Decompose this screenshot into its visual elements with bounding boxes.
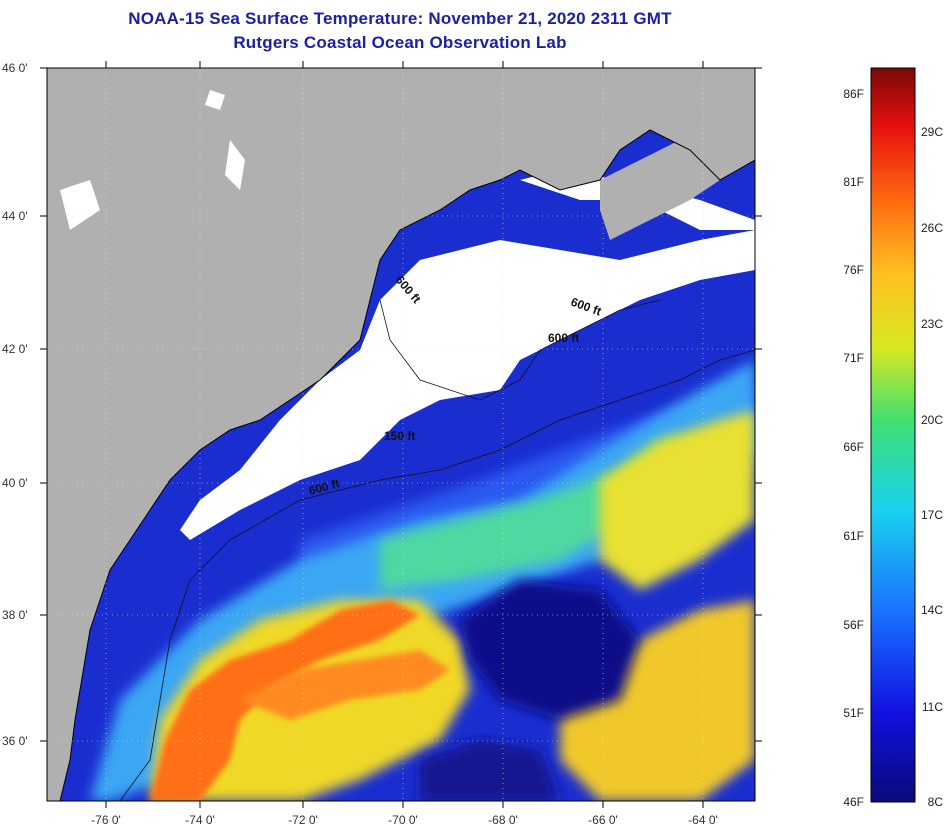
colorbar-c-label: 20C xyxy=(921,413,943,427)
contour-label: 600 ft xyxy=(548,331,579,345)
lon-label: -66 0' xyxy=(588,813,618,827)
colorbar-c-label: 23C xyxy=(921,317,943,331)
colorbar-c-label: 29C xyxy=(921,125,943,139)
map-frame xyxy=(46,67,756,802)
nova-scotia xyxy=(600,110,755,240)
land-snow-3 xyxy=(225,140,245,190)
isobath-150ft xyxy=(379,299,661,401)
lat-label: 40 0' xyxy=(2,476,28,490)
lat-label: 44 0' xyxy=(2,209,28,223)
land-snow-2 xyxy=(205,90,225,110)
lon-label: -64 0' xyxy=(688,813,718,827)
colorbar-f-label: 66F xyxy=(843,440,864,454)
colorbar-f-label: 61F xyxy=(843,529,864,543)
cold-ring-dark xyxy=(460,580,640,720)
lon-label: -72 0' xyxy=(288,813,318,827)
coastline xyxy=(59,129,755,801)
colorbar-c-label: 26C xyxy=(921,221,943,235)
colorbar-c-label: 8C xyxy=(928,795,944,809)
colorbar-f-label: 81F xyxy=(843,175,864,189)
land-mass xyxy=(47,68,755,801)
lon-label: -74 0' xyxy=(185,813,215,827)
colorbar-f-label: 51F xyxy=(843,706,864,720)
land-snow-1 xyxy=(60,180,100,230)
lat-label: 38 0' xyxy=(2,608,28,622)
map-subtitle: Rutgers Coastal Ocean Observation Lab xyxy=(233,33,567,52)
eddy-yellow-east xyxy=(560,600,755,801)
colorbar-c-label: 14C xyxy=(921,603,943,617)
cold-patch-dark xyxy=(420,740,560,801)
sst-map xyxy=(47,68,755,801)
contour-label: 150 ft xyxy=(384,429,415,443)
lon-label: -68 0' xyxy=(488,813,518,827)
colorbar-c-label: 11C xyxy=(922,700,943,714)
eddy-yellow-north xyxy=(600,410,755,590)
colorbar-f-label: 56F xyxy=(843,618,864,632)
map-title: NOAA-15 Sea Surface Temperature: Novembe… xyxy=(128,9,672,28)
lon-label: -76 0' xyxy=(91,813,121,827)
isobath-600ft xyxy=(119,349,755,801)
colorbar-f-label: 46F xyxy=(843,795,864,809)
gulf-stream-orange-2 xyxy=(240,650,450,720)
colorbar xyxy=(870,67,916,803)
colorbar-f-label: 86F xyxy=(843,87,864,101)
lat-label: 36 0' xyxy=(2,734,28,748)
cloud-cover xyxy=(180,230,755,540)
axis-ticks xyxy=(40,61,762,808)
colorbar-f-label: 71F xyxy=(843,351,864,365)
lon-label: -70 0' xyxy=(388,813,418,827)
lat-lon-grid xyxy=(47,68,755,801)
colorbar-f-label: 76F xyxy=(843,263,864,277)
lat-label: 46 0' xyxy=(2,61,28,75)
colorbar-c-label: 17C xyxy=(921,508,943,522)
gulf-stream-orange xyxy=(150,600,420,801)
lat-label: 42 0' xyxy=(2,342,28,356)
